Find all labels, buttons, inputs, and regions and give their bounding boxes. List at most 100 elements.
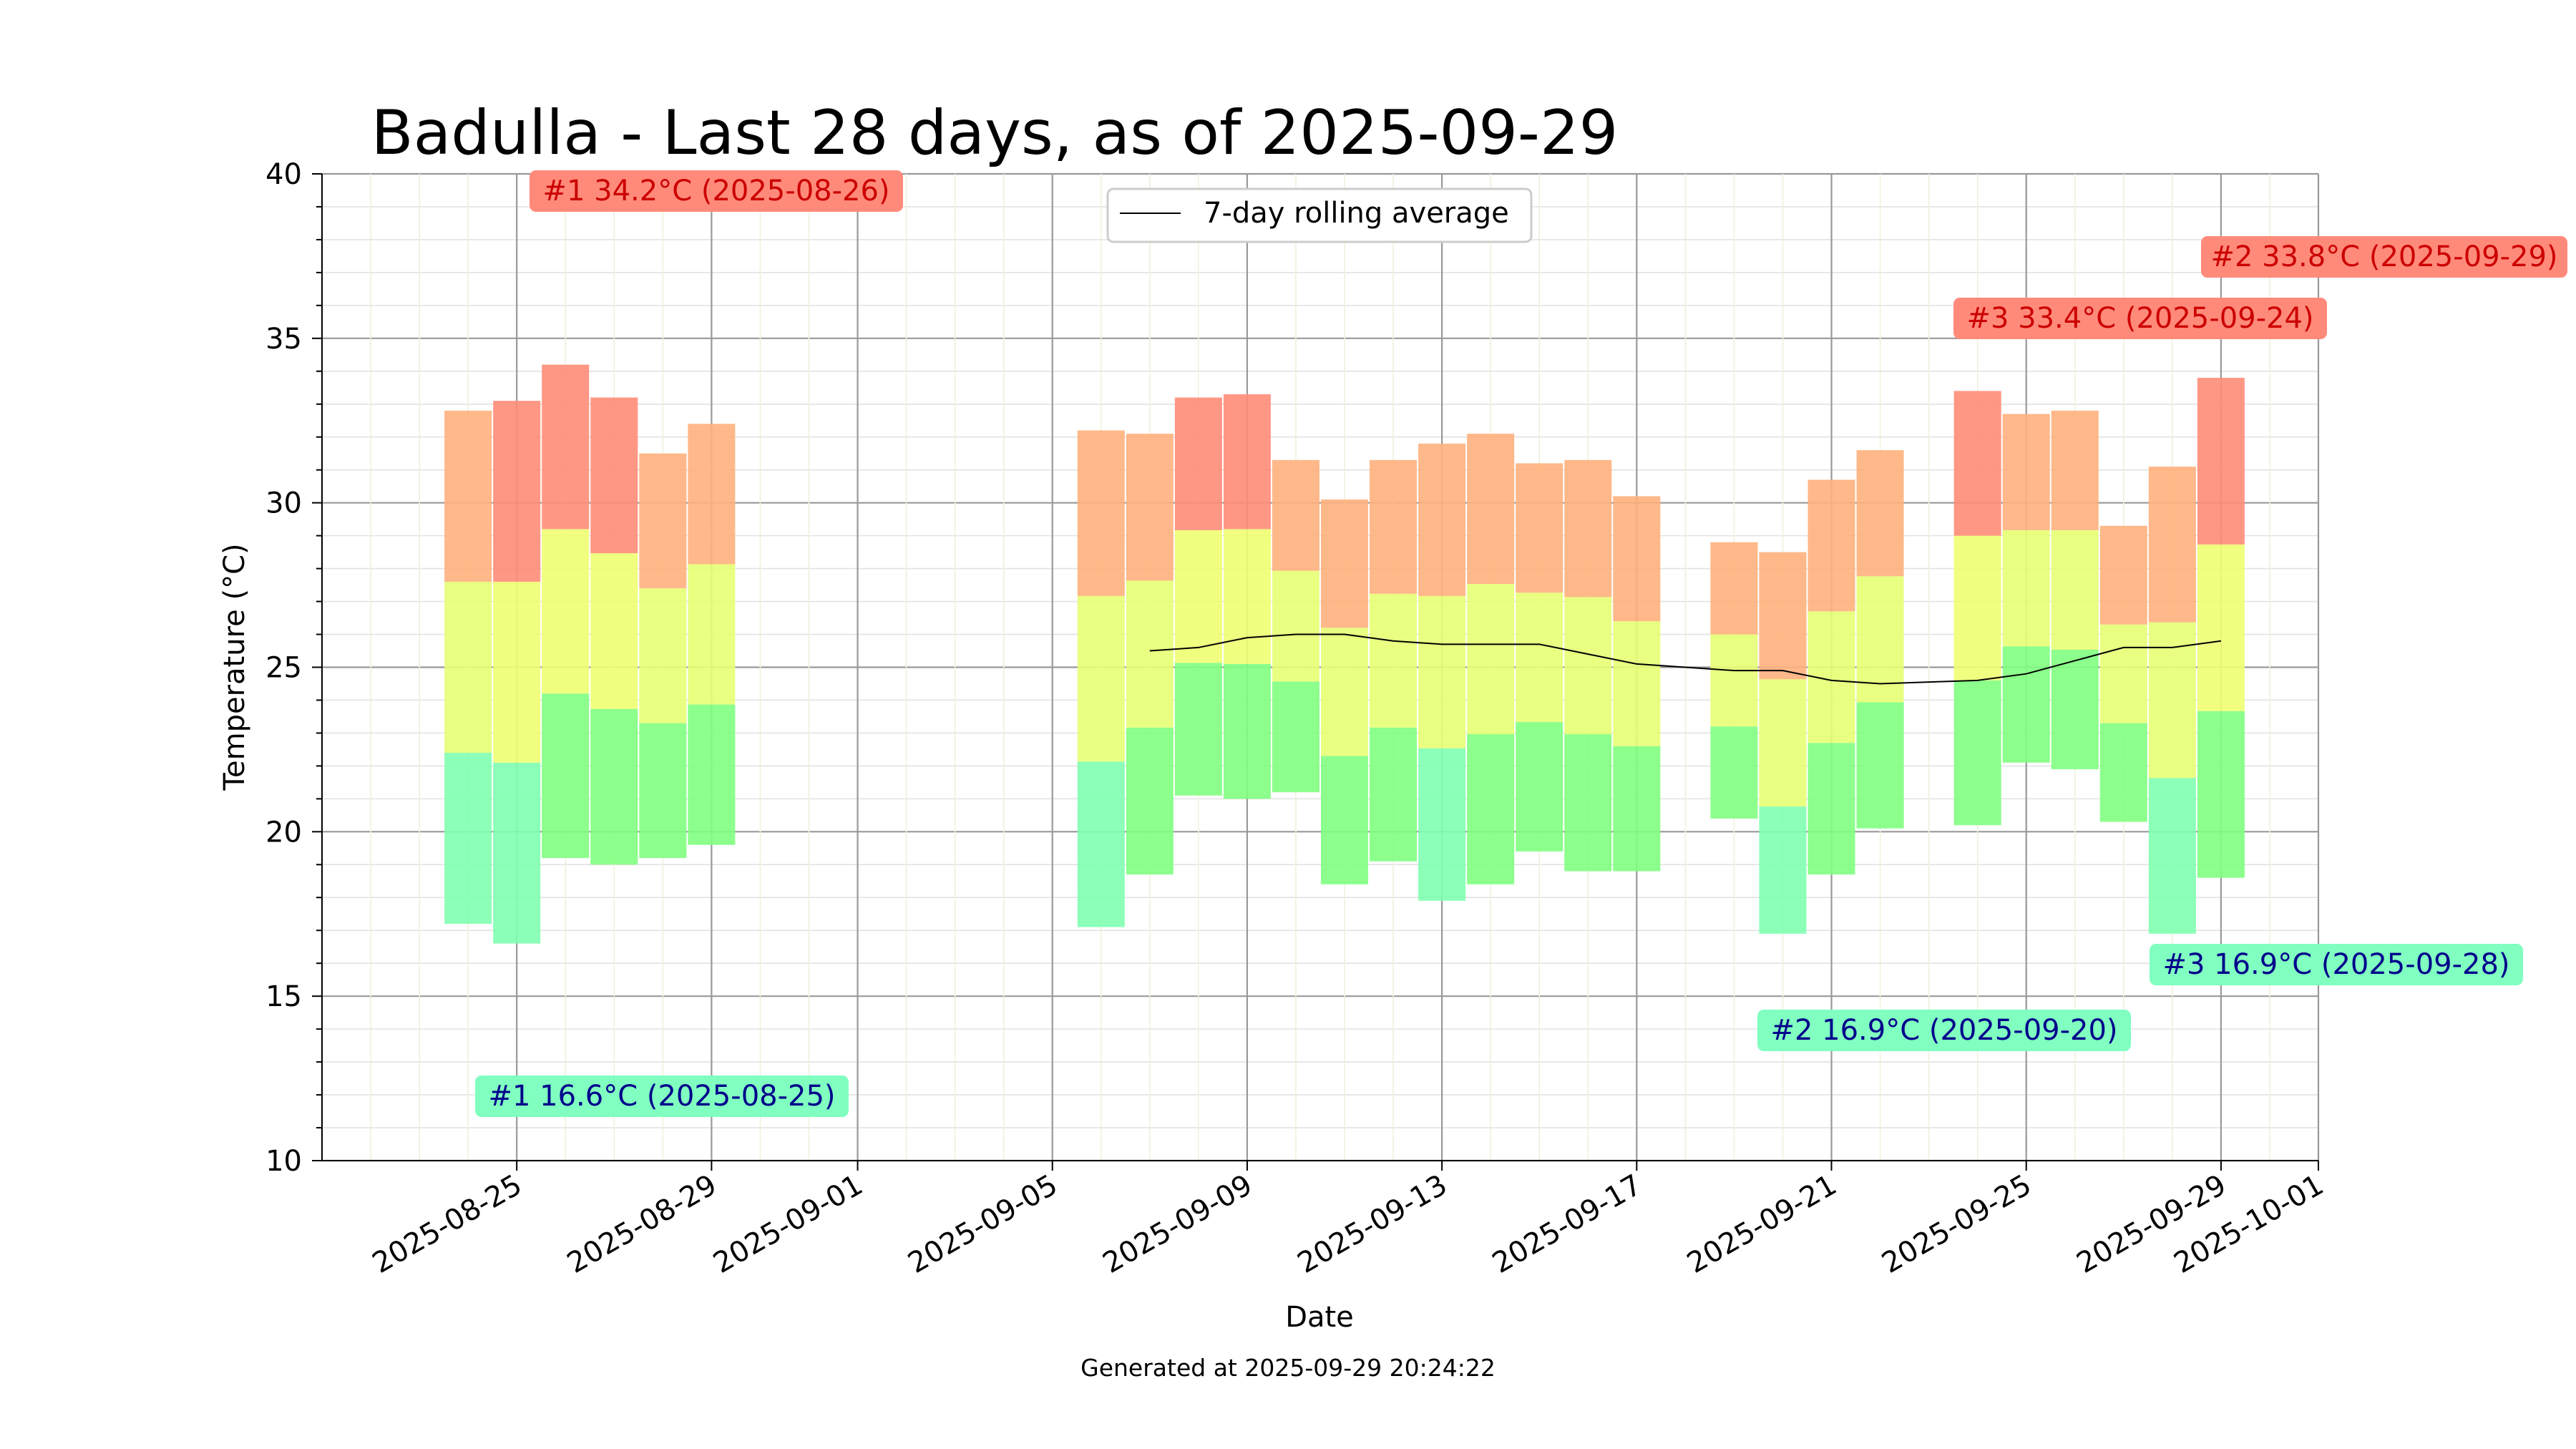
- annotation-box: [1953, 298, 2327, 339]
- daily-bar: [1710, 542, 1758, 819]
- daily-bar: [2099, 525, 2147, 822]
- bar-segment: [2099, 624, 2147, 723]
- daily-bar: [1370, 459, 1418, 862]
- bar-segment: [1370, 727, 1418, 862]
- bar-segment: [542, 529, 590, 694]
- bar-segment: [1321, 628, 1369, 756]
- bar-segment: [542, 693, 590, 859]
- daily-bar: [639, 453, 687, 859]
- annotation-box: [2201, 236, 2567, 278]
- bar-segment: [1856, 702, 1904, 829]
- bar-segment: [2197, 377, 2245, 545]
- bar-segment: [2051, 410, 2099, 530]
- bar-segment: [2197, 711, 2245, 878]
- record-low-annotation: #3 16.9°C (2025-09-28): [2150, 944, 2523, 985]
- annotation-text: #3 33.4°C (2025-09-24): [1966, 302, 2313, 335]
- bar-segment: [1759, 552, 1807, 680]
- bar-segment: [1613, 496, 1661, 622]
- bar-segment: [1174, 530, 1222, 663]
- bar-segment: [1467, 434, 1515, 585]
- bar-segment: [1516, 592, 1563, 723]
- daily-bar: [590, 397, 638, 865]
- x-tick-label: 2025-09-25: [1876, 1169, 2036, 1280]
- daily-bar: [2051, 410, 2099, 769]
- bar-segment: [2051, 530, 2099, 650]
- bar-segment: [639, 588, 687, 723]
- chart-title: Badulla - Last 28 days, as of 2025-09-29: [371, 97, 1619, 169]
- bar-segment: [2051, 649, 2099, 769]
- record-high-annotation: #1 34.2°C (2025-08-26): [530, 170, 903, 212]
- x-tick-label: 2025-09-05: [902, 1169, 1063, 1280]
- bar-segment: [542, 364, 590, 530]
- legend-box: [1106, 187, 1533, 243]
- generated-timestamp: Generated at 2025-09-29 20:24:22: [1080, 1354, 1496, 1382]
- daily-bar: [1418, 443, 1466, 901]
- record-low-annotation: #2 16.9°C (2025-09-20): [1757, 1010, 2131, 1051]
- y-tick-label: 30: [265, 487, 302, 520]
- daily-bar: [444, 410, 492, 924]
- bar-segment: [1710, 542, 1758, 635]
- annotation-text: #2 33.8°C (2025-09-29): [2210, 240, 2557, 273]
- bar-segment: [2148, 778, 2196, 934]
- bars-layer: [444, 364, 2245, 944]
- bar-segment: [1370, 459, 1418, 594]
- daily-bar: [1077, 430, 1125, 927]
- legend: 7-day rolling average: [1106, 187, 1533, 243]
- bar-segment: [1272, 681, 1319, 793]
- daily-bar: [2002, 414, 2050, 763]
- bar-segment: [1077, 430, 1125, 596]
- x-tick-label: 2025-09-21: [1682, 1169, 1842, 1280]
- daily-bar: [1759, 552, 1807, 934]
- bar-segment: [1710, 634, 1758, 727]
- annotation-box: [475, 1075, 849, 1117]
- bar-segment: [590, 397, 638, 554]
- bar-segment: [493, 762, 541, 944]
- annotations-layer: #1 34.2°C (2025-08-26) #2 33.8°C (2025-09…: [475, 170, 2567, 1117]
- x-axis-label: Date: [1285, 1301, 1354, 1334]
- rolling-average-line: [1149, 633, 2222, 685]
- y-axis-label: Temperature (°C): [218, 543, 251, 791]
- bar-segment: [688, 424, 736, 565]
- bar-segment: [1223, 394, 1271, 530]
- bar-segment: [1077, 761, 1125, 927]
- y-tick-label: 15: [265, 980, 302, 1013]
- record-high-annotation: #2 33.8°C (2025-09-29): [2201, 236, 2567, 278]
- legend-label: 7-day rolling average: [1204, 197, 1509, 230]
- bar-segment: [2002, 530, 2050, 647]
- bar-segment: [1613, 621, 1661, 746]
- bar-segment: [688, 704, 736, 845]
- daily-bar: [1856, 450, 1904, 829]
- daily-bar: [2197, 377, 2245, 878]
- bar-segment: [1807, 743, 1855, 875]
- daily-bar: [1174, 397, 1222, 796]
- bar-segment: [1759, 679, 1807, 807]
- bar-segment: [1223, 529, 1271, 664]
- bar-segment: [2002, 646, 2050, 763]
- bar-segment: [1223, 663, 1271, 799]
- bar-segment: [1418, 443, 1466, 596]
- annotation-box: [2150, 944, 2523, 985]
- bar-segment: [1126, 727, 1174, 875]
- bar-segment: [1759, 806, 1807, 934]
- y-tick-label: 20: [265, 816, 302, 849]
- bar-segment: [1077, 595, 1125, 762]
- bar-segment: [2148, 467, 2196, 623]
- bar-segment: [1564, 459, 1612, 597]
- bar-segment: [1953, 680, 2001, 826]
- bar-segment: [1321, 756, 1369, 884]
- bar-segment: [1174, 397, 1222, 530]
- bar-segment: [639, 453, 687, 589]
- rolling-average-layer: [1149, 633, 2222, 685]
- record-high-annotation: #3 33.4°C (2025-09-24): [1953, 298, 2327, 339]
- bar-segment: [1272, 570, 1319, 682]
- y-tick-label: 25: [265, 652, 302, 685]
- bar-segment: [1370, 593, 1418, 728]
- bar-segment: [1856, 576, 1904, 703]
- bar-segment: [1321, 499, 1369, 628]
- bar-segment: [2148, 622, 2196, 779]
- bar-segment: [444, 410, 492, 582]
- daily-bar: [1467, 434, 1515, 884]
- bar-segment: [2099, 723, 2147, 822]
- bar-segment: [639, 723, 687, 859]
